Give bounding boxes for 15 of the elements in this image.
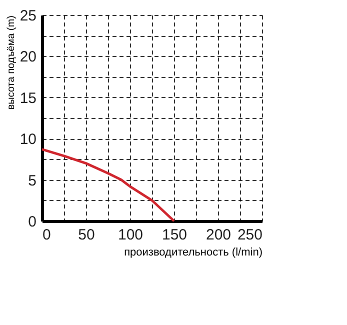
y-tick-label: 5: [28, 172, 36, 190]
y-axis-title: высота подъёма (m): [6, 16, 17, 110]
y-tick-label: 20: [20, 48, 36, 66]
x-tick-label: 200: [206, 226, 232, 244]
y-tick-label: 15: [20, 90, 36, 107]
x-axis-title: производительность (l/min): [124, 246, 262, 258]
y-tick-label: 10: [20, 131, 36, 148]
y-tick-label: 0: [28, 214, 36, 230]
x-tick-label: 50: [78, 226, 95, 244]
x-tick-label: 150: [162, 226, 188, 244]
x-tick-label: 250: [237, 226, 262, 244]
y-tick-label: 25: [20, 8, 36, 24]
x-tick-label: 100: [118, 226, 144, 244]
line-series: [40, 148, 176, 222]
x-tick-label: 0: [42, 226, 51, 244]
